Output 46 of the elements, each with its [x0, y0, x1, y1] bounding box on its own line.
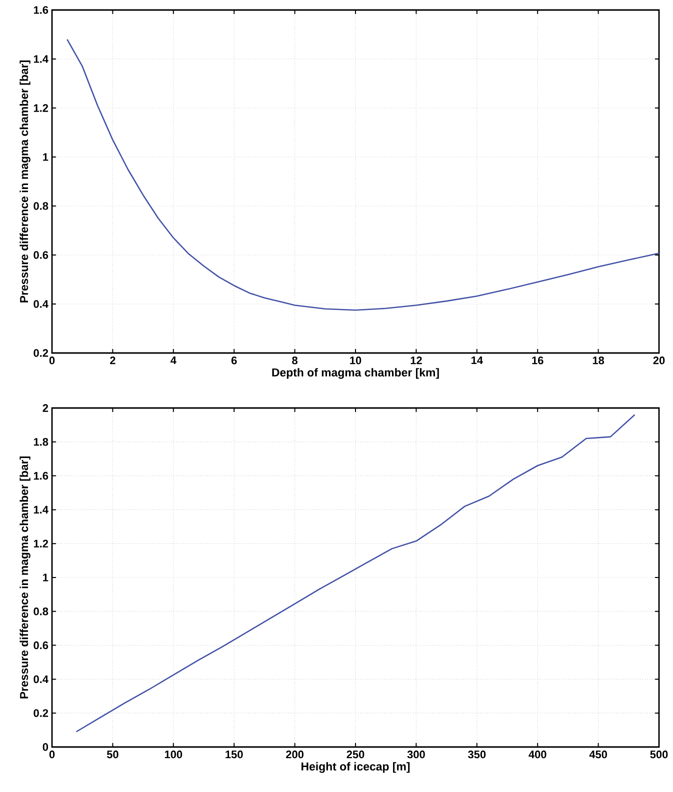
x-tick-label: 0 — [49, 750, 55, 758]
y-tick-label: 1.2 — [34, 540, 48, 548]
x-tick-label: 10 — [350, 356, 362, 364]
x-tick-label: 100 — [164, 750, 182, 758]
x-axis-title: Depth of magma chamber [km] — [272, 368, 439, 379]
line-series — [66, 38, 660, 311]
x-tick-label: 8 — [292, 356, 298, 364]
x-tick-label: 50 — [106, 750, 118, 758]
y-tick-label: 1.6 — [34, 472, 48, 480]
x-tick-label: 2 — [110, 356, 116, 364]
y-tick-label: 1.4 — [34, 55, 48, 63]
x-tick-label: 250 — [346, 750, 364, 758]
x-tick-label: 16 — [532, 356, 544, 364]
x-tick-label: 150 — [226, 750, 243, 758]
y-tick-label: 0.4 — [34, 300, 48, 308]
y-tick-label: 0 — [42, 743, 48, 751]
x-tick-label: 350 — [468, 750, 486, 758]
y-tick-label: 1.8 — [34, 438, 48, 446]
y-tick-label: 0.8 — [34, 202, 48, 210]
x-tick-label: 300 — [407, 750, 425, 758]
x-tick-label: 12 — [410, 356, 422, 364]
x-tick-label: 400 — [528, 750, 546, 758]
y-tick-label: 1 — [43, 574, 48, 582]
y-tick-label: 1.4 — [34, 506, 48, 514]
x-tick-label: 14 — [471, 356, 483, 364]
y-tick-label: 0.6 — [34, 251, 48, 259]
x-axis-title: Height of icecap [m] — [302, 762, 410, 773]
x-tick-label: 18 — [592, 356, 604, 364]
x-tick-label: 500 — [650, 750, 668, 758]
y-axis-title: Pressure difference in magma chamber [bar] — [20, 60, 30, 302]
x-tick-label: 6 — [231, 356, 237, 364]
x-tick-label: 200 — [286, 750, 304, 758]
y-tick-label: 1.2 — [34, 104, 48, 112]
y-tick-label: 0.2 — [34, 709, 48, 717]
y-tick-label: 0.4 — [34, 675, 48, 684]
y-tick-label: 0.8 — [34, 608, 48, 616]
y-axis-title: Pressure difference in magma chamber [bar] — [20, 456, 30, 698]
x-tick-label: 4 — [170, 356, 176, 364]
x-tick-label: 0 — [49, 356, 55, 364]
y-tick-label: 1.6 — [34, 6, 48, 14]
x-tick-label: 450 — [589, 750, 607, 758]
x-tick-label: 20 — [653, 356, 665, 364]
y-tick-label: 2 — [42, 404, 48, 412]
y-tick-label: 1 — [43, 153, 48, 161]
y-tick-label: 0.6 — [34, 641, 48, 650]
y-tick-label: 0.2 — [34, 349, 48, 357]
